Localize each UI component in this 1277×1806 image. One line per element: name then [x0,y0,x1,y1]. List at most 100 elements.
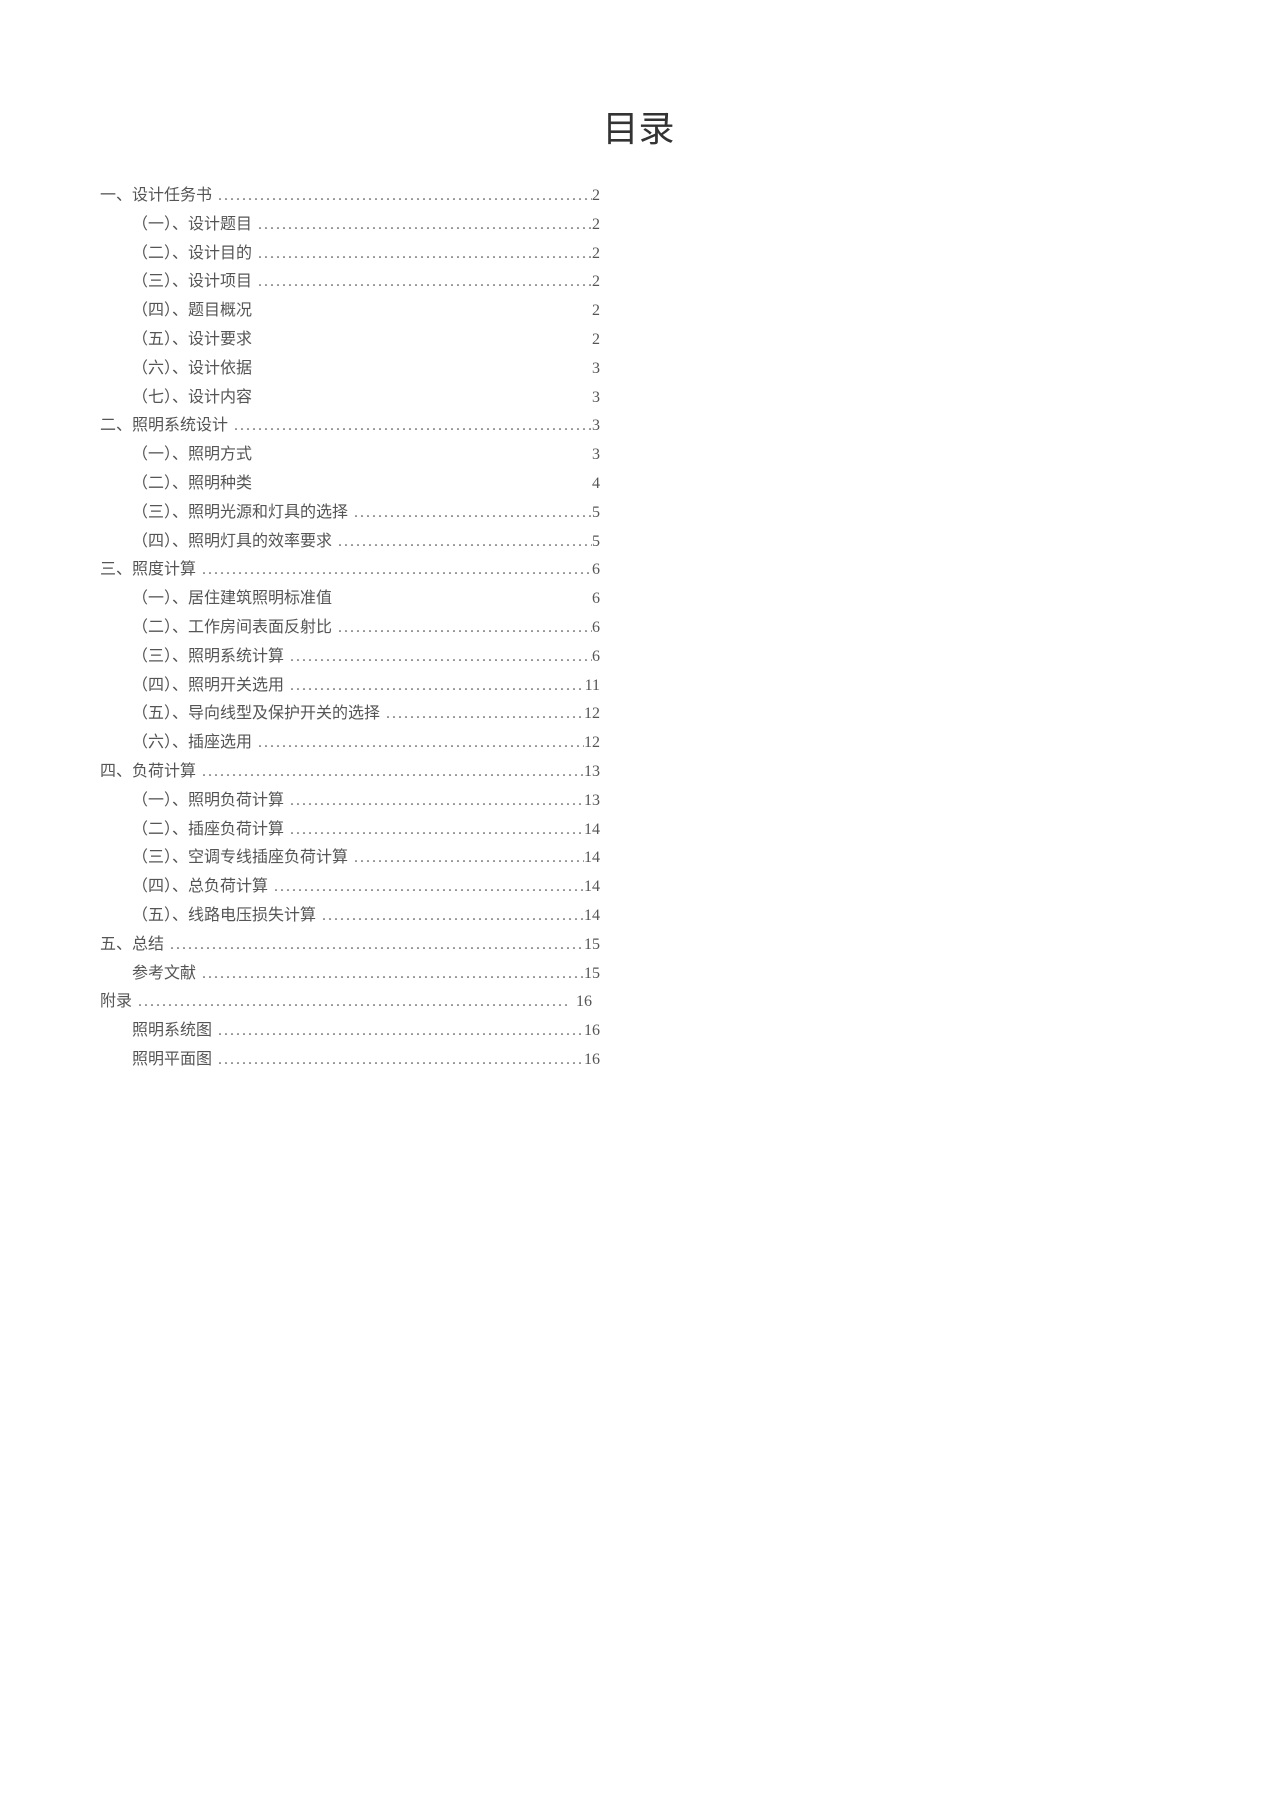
toc-entry-page: 15 [584,960,600,989]
toc-entry: 二、照明系统设计................................… [100,412,600,441]
toc-entry-label: （二）、设计目的 [132,240,252,269]
toc-leader: ........................................… [348,844,584,873]
toc-leader: ........................................… [332,528,592,557]
toc-entry: （三）、照明光源和灯具的选择..........................… [100,499,600,528]
toc-entry: （二）、照明种类 4 [100,470,600,499]
toc-leader: ........................................… [252,240,592,269]
toc-leader: ........................................… [132,988,576,1017]
toc-entry: （一）、照明方式 3 [100,441,600,470]
toc-entry-page: 3 [592,355,600,384]
toc-entry-page: 2 [592,240,600,269]
toc-entry-page: 3 [592,412,600,441]
toc-entry: 五、总结....................................… [100,931,600,960]
toc-entry: 参考文献....................................… [100,960,600,989]
toc-entry-page: 12 [584,700,600,729]
toc-leader: ........................................… [164,931,584,960]
toc-entry: （六）、设计依据 3 [100,355,600,384]
toc-entry-label: （四）、总负荷计算 [132,873,268,902]
toc-leader: ........................................… [196,556,592,585]
toc-entry-page: 2 [592,182,600,211]
toc-entry-page: 14 [584,902,600,931]
toc-leader: ........................................… [212,1017,584,1046]
toc-leader: ........................................… [252,268,592,297]
toc-entry: （二）、工作房间表面反射比...........................… [100,614,600,643]
toc-entry-page: 11 [585,672,600,701]
toc-entry-page: 4 [592,470,600,499]
toc-entry-label: （二）、插座负荷计算 [132,816,284,845]
toc-entry-label: （三）、空调专线插座负荷计算 [132,844,348,873]
toc-entry-page: 13 [584,787,600,816]
toc-entry-page: 16 [576,988,592,1017]
toc-leader: ........................................… [284,672,585,701]
toc-entry-page: 2 [592,326,600,355]
toc-entry-label: 二、照明系统设计 [100,412,228,441]
toc-entry-label: （三）、照明系统计算 [132,643,284,672]
toc-leader: ........................................… [196,758,584,787]
toc-leader: ........................................… [380,700,584,729]
toc-entry: （三）、设计项目................................… [100,268,600,297]
toc-leader: ........................................… [268,873,584,902]
toc-entry: （五）、设计要求 2 [100,326,600,355]
toc-entry-page: 6 [592,614,600,643]
toc-entry-page: 15 [584,931,600,960]
toc-entry: 照明平面图...................................… [100,1046,600,1075]
toc-entry: （二）、设计目的................................… [100,240,600,269]
toc-entry-label: （五）、导向线型及保护开关的选择 [132,700,380,729]
toc-entry-label: （三）、照明光源和灯具的选择 [132,499,348,528]
toc-entry-page: 12 [584,729,600,758]
toc-leader: ........................................… [316,902,584,931]
toc-entry-page: 6 [592,643,600,672]
toc-entry-label: （一）、居住建筑照明标准值 [132,585,332,614]
toc-leader: ........................................… [284,643,592,672]
toc-entry-label: 五、总结 [100,931,164,960]
toc-entry-page: 3 [592,441,600,470]
toc-entry-label: 一、设计任务书 [100,182,212,211]
toc-entry: （四）、照明开关选用..............................… [100,672,600,701]
toc-entry-page: 16 [584,1017,600,1046]
toc-entry-page: 5 [592,499,600,528]
toc-entry: 附录......................................… [100,988,600,1017]
toc-entry-page: 14 [584,873,600,902]
toc-entry-page: 6 [592,585,600,614]
toc-leader: ........................................… [284,787,584,816]
toc-entry-label: （一）、照明负荷计算 [132,787,284,816]
toc-leader: ........................................… [212,1046,584,1075]
toc-entry: （一）、设计题目................................… [100,211,600,240]
toc-entry-page: 14 [584,816,600,845]
toc-list: 一、设计任务书.................................… [100,182,600,1075]
toc-entry-label: （四）、照明灯具的效率要求 [132,528,332,557]
toc-leader: ........................................… [196,960,584,989]
toc-entry: 四、负荷计算..................................… [100,758,600,787]
toc-entry: 一、设计任务书.................................… [100,182,600,211]
toc-title: 目录 [100,100,1177,152]
toc-entry: （一）、照明负荷计算..............................… [100,787,600,816]
toc-entry-page: 6 [592,556,600,585]
toc-entry-label: 三、照度计算 [100,556,196,585]
toc-leader: ........................................… [252,211,592,240]
toc-entry-label: （六）、插座选用 [132,729,252,758]
toc-entry-label: （七）、设计内容 [132,384,252,413]
toc-entry-page: 13 [584,758,600,787]
toc-entry-label: （四）、题目概况 [132,297,252,326]
toc-entry-page: 2 [592,211,600,240]
toc-entry: （一）、居住建筑照明标准值 6 [100,585,600,614]
toc-entry-page: 2 [592,297,600,326]
toc-entry-label: （二）、照明种类 [132,470,252,499]
toc-entry-label: （四）、照明开关选用 [132,672,284,701]
toc-entry: （四）、总负荷计算...............................… [100,873,600,902]
toc-entry-label: （一）、照明方式 [132,441,252,470]
toc-leader: ........................................… [228,412,592,441]
toc-entry-label: 参考文献 [132,960,196,989]
toc-entry: （七）、设计内容3 [100,384,600,413]
toc-leader: ........................................… [348,499,592,528]
toc-entry: （四）、题目概况 2 [100,297,600,326]
toc-entry-page: 5 [592,528,600,557]
toc-entry: 三、照度计算..................................… [100,556,600,585]
toc-entry: 照明系统图...................................… [100,1017,600,1046]
toc-entry-label: 照明平面图 [132,1046,212,1075]
toc-entry: （四）、照明灯具的效率要求...........................… [100,528,600,557]
toc-leader: ........................................… [284,816,584,845]
toc-entry-label: （六）、设计依据 [132,355,252,384]
toc-entry-label: （五）、设计要求 [132,326,252,355]
toc-entry-page: 16 [584,1046,600,1075]
